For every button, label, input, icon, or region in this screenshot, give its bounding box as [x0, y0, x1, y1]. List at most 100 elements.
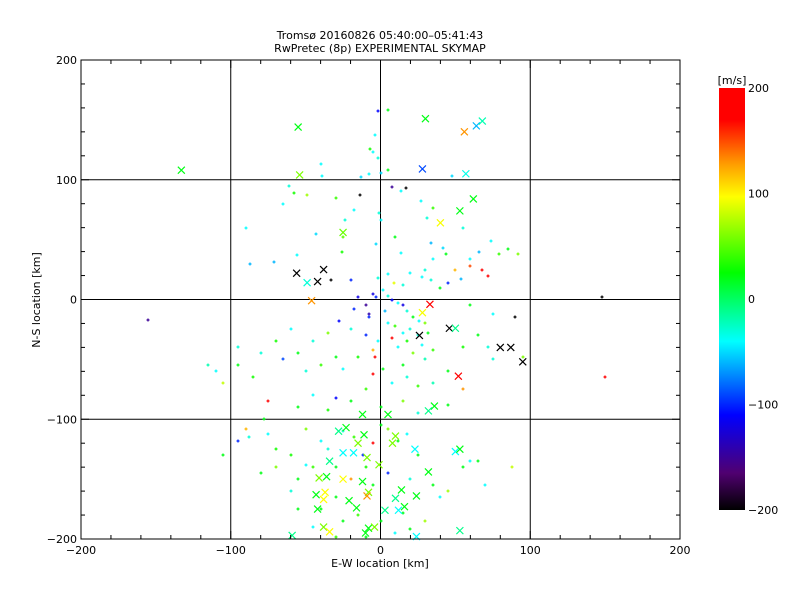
data-dot [349, 278, 353, 282]
chart-title: Tromsø 20160826 05:40:00–05:41:43 [276, 29, 484, 42]
data-dot [371, 348, 375, 352]
data-dot [516, 252, 520, 256]
data-dot [236, 439, 240, 443]
data-dot [423, 357, 427, 361]
data-dot [337, 319, 341, 323]
data-dot [364, 535, 368, 539]
data-dot [367, 312, 371, 316]
data-dot [334, 465, 338, 469]
data-dot [304, 463, 308, 467]
data-dot [393, 324, 397, 328]
data-dot [367, 172, 371, 176]
data-dot [281, 357, 285, 361]
data-dot [371, 292, 375, 296]
y-tick-label: 0 [70, 294, 77, 307]
data-cross [319, 265, 328, 274]
data-dot [405, 339, 409, 343]
data-dot [461, 345, 465, 349]
data-cross [370, 523, 379, 531]
data-dot [334, 396, 338, 400]
data-dot [491, 312, 495, 316]
data-dot [359, 175, 363, 179]
data-dot [236, 345, 240, 349]
data-cross [461, 169, 470, 178]
data-dot [486, 274, 490, 278]
data-dot [420, 343, 424, 347]
data-cross [288, 531, 297, 540]
data-dot [386, 471, 390, 475]
data-dot [438, 495, 442, 499]
data-cross [307, 296, 316, 305]
data-cross [319, 523, 328, 531]
data-dot [304, 369, 308, 373]
data-dot [444, 252, 448, 256]
data-dot [236, 363, 240, 367]
data-dot [419, 199, 423, 203]
data-dot [364, 387, 368, 391]
data-dot [326, 447, 330, 451]
data-dot [450, 174, 454, 178]
data-dot [461, 226, 465, 230]
data-cross [424, 406, 433, 415]
data-cross [430, 402, 439, 411]
data-cross [313, 277, 322, 286]
data-cross [352, 503, 361, 512]
data-dot [408, 527, 412, 531]
data-dot [425, 216, 429, 220]
data-dot [340, 250, 344, 254]
data-dot [480, 268, 484, 272]
data-dot [446, 281, 450, 285]
data-dot [429, 278, 433, 282]
data-dot [146, 318, 150, 322]
data-cross [313, 505, 322, 513]
data-dot [356, 355, 360, 359]
data-dot [381, 288, 385, 292]
data-dot [334, 196, 338, 200]
data-cross [295, 171, 304, 179]
data-cross [339, 475, 347, 484]
data-dot [399, 189, 403, 193]
data-cross [349, 448, 358, 457]
data-dot [379, 218, 383, 222]
grid-lines [81, 60, 680, 539]
data-dot [296, 507, 300, 511]
data-dot [368, 147, 372, 151]
data-cross [321, 488, 330, 497]
data-dot [266, 432, 270, 436]
data-dot [513, 315, 517, 319]
data-cross [454, 372, 463, 381]
data-dot [289, 327, 293, 331]
data-cross [391, 494, 400, 503]
data-dot [453, 268, 457, 272]
data-dot [221, 453, 225, 457]
data-dot [262, 417, 266, 421]
colorbar-tick-label: 200 [748, 82, 769, 95]
data-dot [429, 241, 433, 245]
data-cross [397, 485, 406, 494]
data-dot [408, 477, 412, 481]
data-dot [295, 253, 299, 257]
data-dot [334, 355, 338, 359]
data-dot [296, 477, 300, 481]
y-tick-label: 100 [56, 174, 77, 187]
data-dot [390, 298, 394, 302]
data-cross [360, 430, 368, 439]
y-tick-label: −100 [47, 413, 77, 426]
data-dot [401, 303, 405, 307]
data-dot [381, 367, 385, 371]
data-dot [371, 150, 375, 154]
data-dot [416, 411, 420, 415]
data-dot [426, 331, 430, 335]
data-cross [412, 491, 421, 500]
data-dot [489, 239, 493, 243]
data-dot [468, 303, 472, 307]
data-dot [319, 162, 323, 166]
data-dot [497, 252, 501, 256]
data-cross [345, 496, 353, 505]
data-cross [294, 123, 303, 131]
data-dot [506, 247, 510, 251]
data-dot [521, 355, 525, 359]
data-dot [408, 271, 412, 275]
data-cross [354, 439, 362, 448]
